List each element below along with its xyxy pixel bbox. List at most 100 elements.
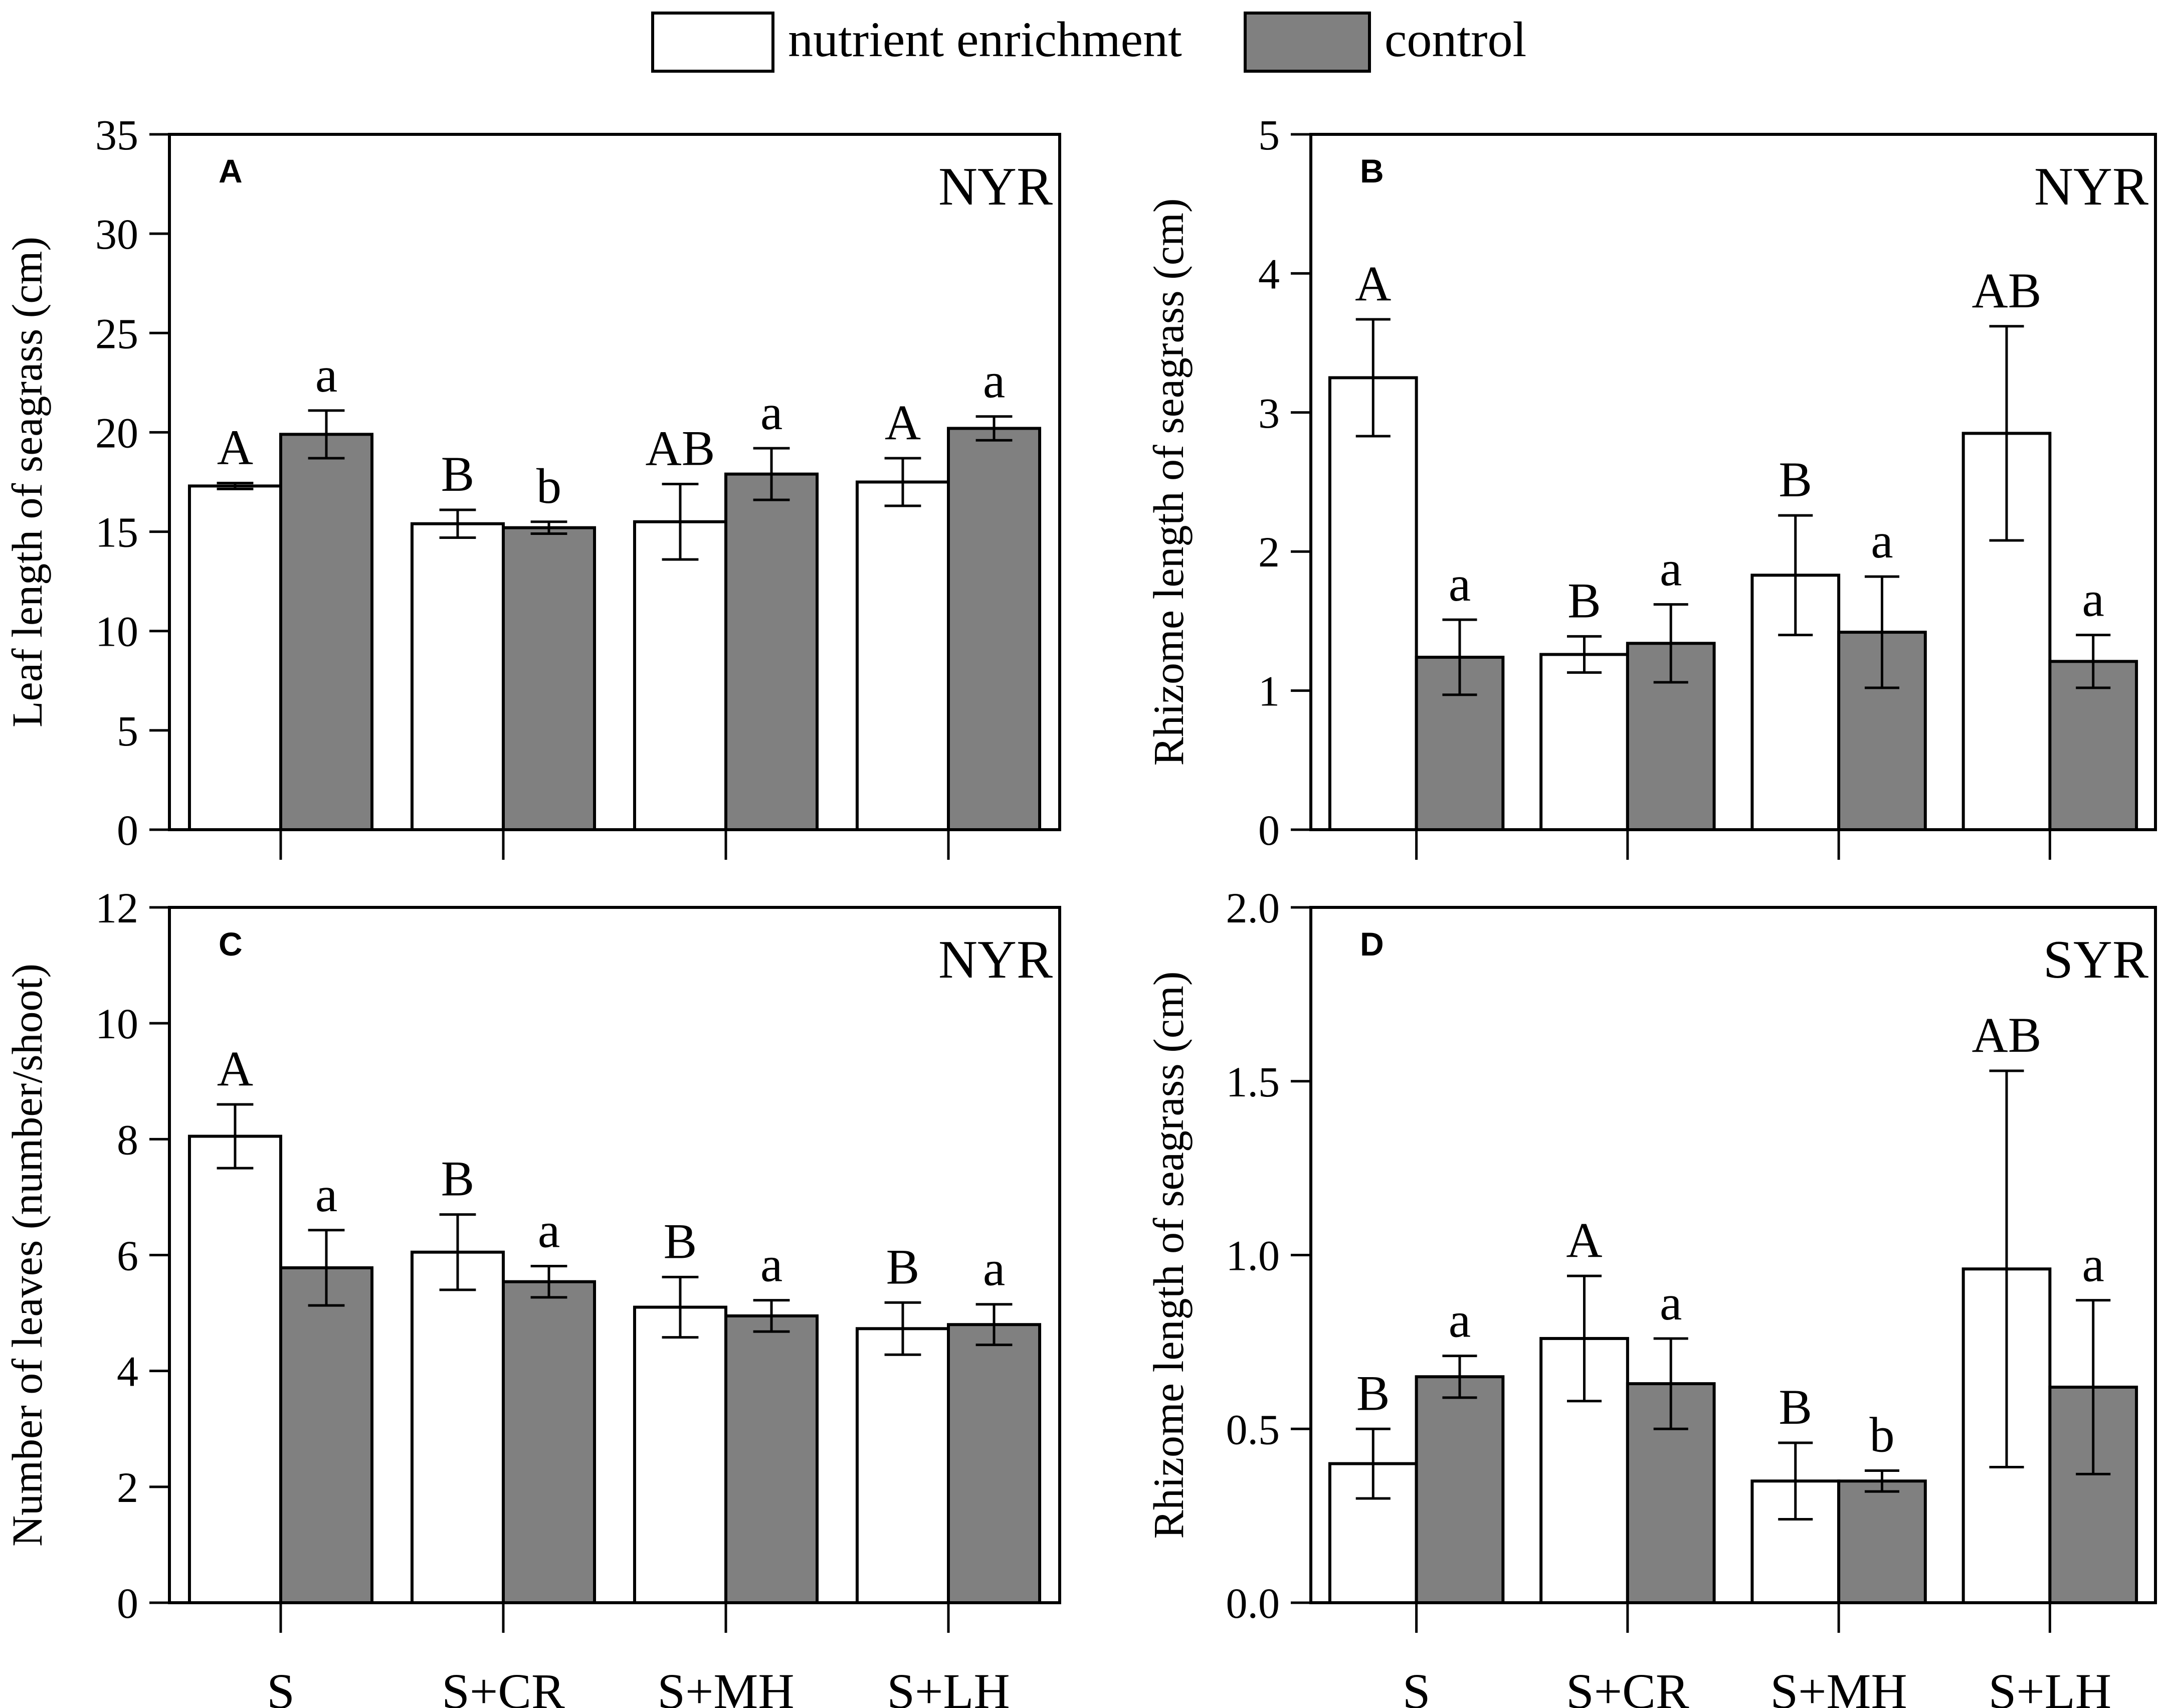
y-tick-label-a-7: 35	[95, 111, 138, 159]
significance-letter-c-0-3: B	[886, 1239, 920, 1294]
significance-letter-d-1-1: a	[1660, 1275, 1682, 1331]
y-tick-label-a-4: 20	[95, 409, 138, 457]
significance-letter-a-1-2: a	[760, 385, 782, 440]
significance-letter-c-0-2: B	[664, 1213, 697, 1269]
plot-frame-b	[1309, 133, 2157, 831]
y-tick-label-b-2: 2	[1258, 528, 1280, 576]
x-tick-label-d-1: S+CR	[1566, 1663, 1689, 1708]
y-tick-label-d-2: 1.0	[1226, 1232, 1280, 1280]
legend-swatch-nutrient-enrichment	[651, 12, 774, 73]
significance-letter-c-0-1: B	[441, 1151, 475, 1207]
panel-c: Aa S Ba S+CR B a S+MH B a S+LH 0 2 4 6 8 10 12 Number of …	[3, 884, 1061, 1708]
x-tick-label-c-2: S+MH	[657, 1663, 794, 1708]
bar-c-control-2	[724, 1314, 819, 1605]
y-tick-label-b-5: 5	[1258, 111, 1280, 159]
y-tick-label-a-6: 30	[95, 210, 138, 258]
bar-c-control-3	[947, 1323, 1042, 1604]
significance-letter-b-0-1: B	[1567, 573, 1601, 628]
y-tick-label-d-1: 0.5	[1226, 1405, 1280, 1453]
legend-swatch-control	[1244, 12, 1371, 73]
bar-b-control-3	[2048, 660, 2138, 831]
significance-letter-d-0-2: B	[1779, 1379, 1812, 1435]
bar-b-nutrient-0	[1328, 376, 1418, 831]
x-tick-label-c-0: S	[267, 1663, 295, 1708]
y-tick-label-c-6: 12	[95, 884, 138, 932]
x-tick-label-d-2: S+MH	[1770, 1663, 1907, 1708]
bar-a-nutrient-1	[410, 522, 505, 831]
significance-letter-c-1-0: a	[315, 1167, 337, 1222]
bar-d-control-2	[1837, 1479, 1927, 1604]
y-tick-label-c-5: 10	[95, 1000, 138, 1048]
x-tick-label-c-1: S+CR	[442, 1663, 565, 1708]
y-axis-title-a: Leaf length of seagrass (cm)	[3, 237, 51, 727]
bar-a-control-1	[502, 526, 597, 832]
significance-letter-b-0-0: A	[1355, 256, 1391, 311]
significance-letter-d-1-0: a	[1449, 1292, 1471, 1348]
bar-d-nutrient-1	[1539, 1337, 1629, 1604]
y-tick-label-b-4: 4	[1258, 250, 1280, 298]
significance-letter-b-1-3: a	[2082, 572, 2104, 627]
significance-letter-c-1-3: a	[983, 1241, 1005, 1296]
bar-c-control-0	[279, 1266, 374, 1604]
y-tick-label-d-4: 2.0	[1226, 884, 1280, 932]
significance-letter-a-0-0: A	[217, 419, 253, 475]
significance-letter-b-1-0: a	[1449, 556, 1471, 612]
panel-a: Aa B b AB a Aa 0 5 10 15 20 25 30 35 Leaf length of se…	[3, 111, 1061, 860]
y-tick-label-c-2: 4	[117, 1348, 138, 1396]
panel-d: Ba S Aa S+CR B b S+MH AB a S+LH 0.0 0.5 1.0 1.5 2.0 Rhi…	[1144, 884, 2157, 1708]
significance-letter-a-1-0: a	[315, 347, 337, 403]
y-tick-label-d-3: 1.5	[1226, 1058, 1280, 1106]
site-label-a: NYR	[938, 157, 1053, 217]
bar-d-control-0	[1415, 1375, 1505, 1605]
plot-frame-d	[1309, 906, 2157, 1604]
y-tick-label-b-1: 1	[1258, 667, 1280, 715]
x-tick-label-d-0: S	[1403, 1663, 1431, 1708]
legend: nutrient enrichment control	[651, 12, 1526, 73]
y-axis-title-c: Number of leaves (number/shoot)	[3, 964, 51, 1547]
bar-c-nutrient-0	[187, 1134, 282, 1605]
significance-letter-b-1-1: a	[1660, 541, 1682, 597]
significance-letter-d-1-2: b	[1869, 1407, 1894, 1462]
significance-letter-c-0-0: A	[217, 1041, 253, 1096]
y-tick-label-a-2: 10	[95, 608, 138, 656]
y-tick-label-c-4: 8	[117, 1115, 138, 1164]
bar-a-nutrient-0	[187, 484, 282, 831]
significance-letter-c-1-1: a	[538, 1202, 560, 1258]
panel-letter-d: D	[1360, 925, 1384, 963]
significance-letter-a-1-1: b	[536, 458, 561, 514]
bar-a-control-3	[947, 427, 1042, 831]
x-tick-label-c-3: S+LH	[887, 1663, 1010, 1708]
y-axis-title-b: Rhizome length of seagrass (cm)	[1144, 199, 1193, 766]
y-tick-label-a-5: 25	[95, 309, 138, 357]
significance-letter-a-0-1: B	[441, 446, 475, 502]
significance-letter-b-1-2: a	[1871, 513, 1893, 568]
plot-frame-a	[168, 133, 1061, 831]
significance-letter-b-0-2: B	[1779, 452, 1812, 507]
significance-letter-a-0-3: A	[885, 395, 921, 450]
site-label-b: NYR	[2034, 157, 2148, 217]
y-tick-label-a-3: 15	[95, 508, 138, 556]
y-tick-label-c-0: 0	[117, 1579, 138, 1627]
x-tick-label-d-3: S+LH	[1989, 1663, 2111, 1708]
y-tick-label-d-0: 0.0	[1226, 1579, 1280, 1627]
panel-b: Aa Ba Ba AB a 0 1 2 3 4 5 Rhizome length of seagras…	[1144, 111, 2157, 860]
legend-label-nutrient-enrichment: nutrient enrichment	[788, 12, 1182, 67]
significance-letter-d-0-0: B	[1356, 1365, 1390, 1421]
significance-letter-d-0-3: AB	[1972, 1007, 2042, 1063]
bar-a-control-2	[724, 472, 819, 831]
legend-label-control: control	[1385, 12, 1526, 67]
bar-a-nutrient-3	[855, 480, 950, 831]
bar-c-control-1	[502, 1280, 597, 1604]
significance-letter-a-1-3: a	[983, 353, 1005, 409]
bar-c-nutrient-1	[410, 1250, 505, 1605]
site-label-c: NYR	[938, 930, 1053, 990]
bar-c-nutrient-3	[855, 1327, 950, 1604]
y-tick-label-a-0: 0	[117, 806, 138, 854]
bar-b-nutrient-1	[1539, 653, 1629, 831]
significance-letter-d-1-3: a	[2082, 1237, 2104, 1292]
panel-letter-b: B	[1360, 152, 1384, 189]
significance-letter-b-0-3: AB	[1972, 263, 2042, 318]
significance-letter-d-0-1: A	[1566, 1212, 1602, 1268]
